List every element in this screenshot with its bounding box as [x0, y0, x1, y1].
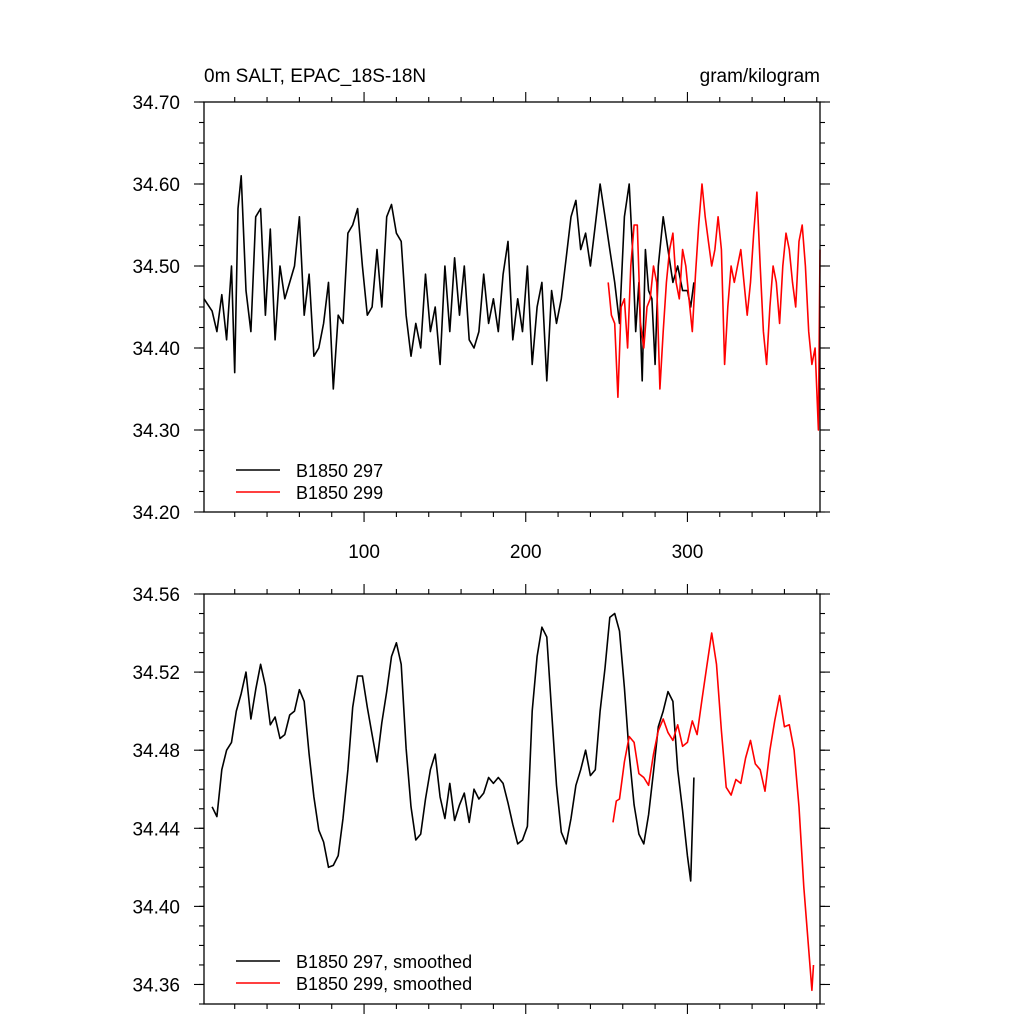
chart-title: 0m SALT, EPAC_18S-18N: [204, 66, 426, 87]
y-tick-label: 34.60: [132, 175, 180, 196]
plot-frame: [203, 593, 821, 1005]
y-tick-label: 34.56: [132, 585, 180, 606]
legend-label: B1850 299: [296, 483, 383, 503]
x-tick-label: 200: [510, 542, 542, 563]
y-tick-label: 34.30: [132, 421, 180, 442]
y-tick-label: 34.50: [132, 257, 180, 278]
series-line-b1850-299: [612, 632, 815, 992]
y-tick-label: 34.40: [132, 897, 180, 918]
raw-salinity-panel: 0m SALT, EPAC_18S-18N gram/kilogram 34.2…: [132, 66, 830, 563]
y-tick-label: 34.44: [132, 819, 180, 840]
y-tick-label: 34.40: [132, 339, 180, 360]
legend-label: B1850 299, smoothed: [296, 974, 472, 994]
series-line-b1850-297: [211, 612, 695, 882]
y-tick-label: 34.70: [132, 93, 180, 114]
y-tick-label: 34.20: [132, 503, 180, 524]
y-tick-label: 34.48: [132, 741, 180, 762]
series-line-b1850-299: [607, 183, 821, 431]
x-tick-label: 100: [348, 542, 380, 563]
legend-label: B1850 297: [296, 461, 383, 481]
legend-label: B1850 297, smoothed: [296, 952, 472, 972]
series-line-b1850-297: [203, 175, 695, 390]
units-label: gram/kilogram: [700, 66, 820, 87]
y-tick-label: 34.36: [132, 975, 180, 996]
plot-frame: [203, 101, 821, 513]
smoothed-salinity-panel: 34.36 34.40 34.44 34.48 34.52 34.56 B1850 297…: [132, 584, 830, 1014]
x-tick-label: 300: [672, 542, 704, 563]
y-tick-label: 34.52: [132, 663, 180, 684]
